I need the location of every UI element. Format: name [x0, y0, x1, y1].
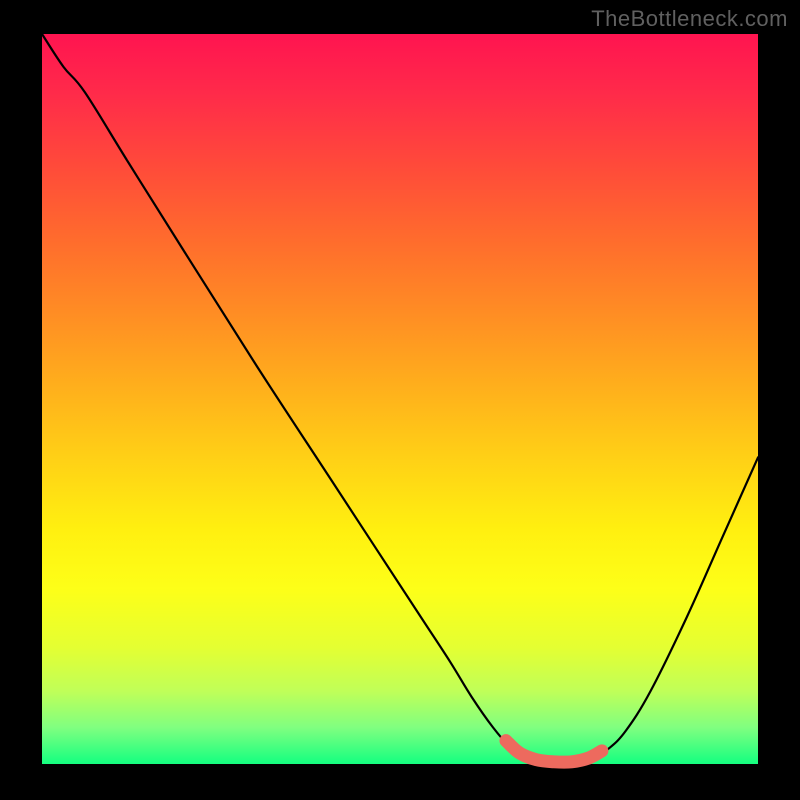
chart-frame: TheBottleneck.com	[0, 0, 800, 800]
plot-background	[42, 34, 758, 764]
watermark-text: TheBottleneck.com	[591, 6, 788, 32]
bottleneck-curve-chart	[0, 0, 800, 800]
